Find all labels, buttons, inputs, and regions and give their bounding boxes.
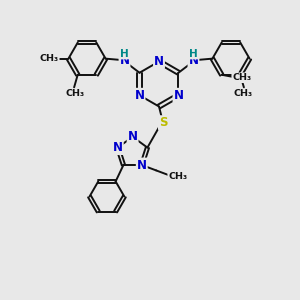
Text: H: H	[120, 49, 129, 58]
Text: N: N	[137, 158, 147, 172]
Text: N: N	[128, 130, 138, 143]
Text: N: N	[173, 89, 184, 102]
Text: N: N	[134, 89, 145, 102]
Text: N: N	[119, 54, 130, 67]
Text: CH₃: CH₃	[168, 172, 187, 181]
Text: N: N	[113, 141, 123, 154]
Text: CH₃: CH₃	[40, 53, 59, 63]
Text: CH₃: CH₃	[65, 89, 84, 98]
Text: H: H	[189, 49, 198, 58]
Text: N: N	[188, 54, 199, 67]
Text: S: S	[159, 116, 167, 129]
Text: CH₃: CH₃	[234, 89, 253, 98]
Text: N: N	[154, 55, 164, 68]
Text: CH₃: CH₃	[232, 73, 251, 82]
